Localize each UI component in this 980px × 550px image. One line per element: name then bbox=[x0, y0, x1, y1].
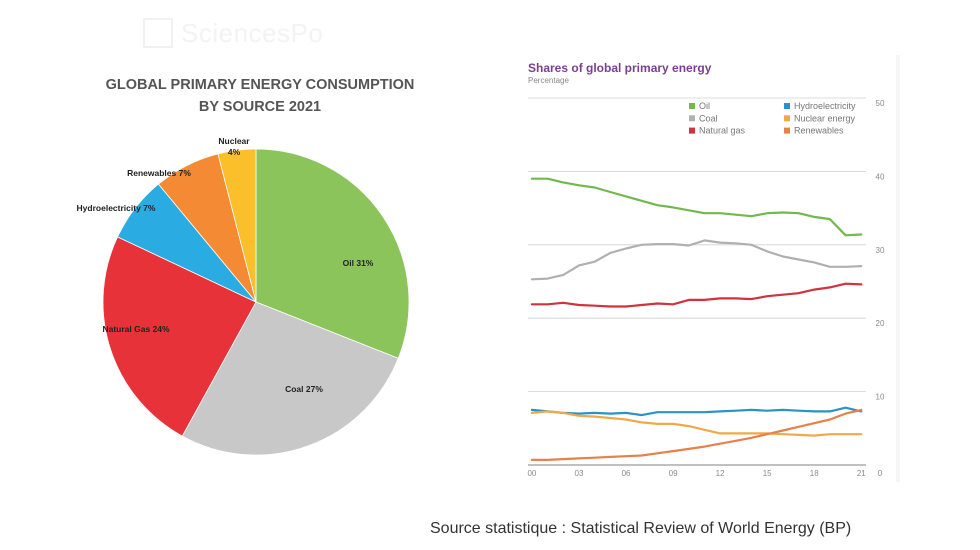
y-tick-label-50: 50 bbox=[876, 99, 885, 108]
legend-label-hydroelectricity: Hydroelectricity bbox=[794, 101, 856, 111]
legend-label-oil: Oil bbox=[699, 101, 710, 111]
series-line-coal bbox=[530, 239, 863, 281]
y-tick-label-10: 10 bbox=[876, 393, 885, 402]
pie-label-nuclear-value: 4% bbox=[228, 147, 241, 157]
logo-mark-icon bbox=[143, 18, 173, 48]
pie-label-oil: Oil 31% bbox=[343, 258, 374, 268]
pie-slice-natural-gas bbox=[102, 236, 257, 437]
pie-chart-title: GLOBAL PRIMARY ENERGY CONSUMPTION BY SOU… bbox=[105, 77, 415, 115]
x-tick-label-03: 03 bbox=[575, 469, 584, 478]
pie-slice-coal bbox=[181, 301, 399, 456]
legend-label-natural-gas: Natural gas bbox=[699, 126, 746, 136]
pie-label-renewables: Renewables 7% bbox=[127, 168, 191, 178]
x-tick-label-15: 15 bbox=[763, 469, 772, 478]
legend-label-nuclear-energy: Nuclear energy bbox=[794, 113, 856, 123]
logo-text: SciencesPo bbox=[181, 18, 324, 48]
x-tick-label-21: 21 bbox=[857, 469, 866, 478]
series-line-nuclear-energy bbox=[530, 410, 863, 437]
x-tick-label-00: 00 bbox=[527, 469, 536, 478]
y-tick-label-20: 20 bbox=[876, 319, 885, 328]
y-tick-label-0: 0 bbox=[878, 469, 883, 478]
panel-edge-strip bbox=[896, 55, 900, 482]
legend-swatch-nuclear-energy bbox=[784, 115, 790, 122]
series-line-oil bbox=[530, 177, 863, 237]
legend-label-renewables: Renewables bbox=[794, 126, 844, 136]
line-chart-title: Shares of global primary energy bbox=[528, 61, 712, 75]
x-tick-label-12: 12 bbox=[716, 469, 725, 478]
y-tick-label-30: 30 bbox=[876, 246, 885, 255]
series-line-hydroelectricity bbox=[530, 406, 863, 417]
x-tick-label-06: 06 bbox=[622, 469, 631, 478]
legend-swatch-renewables bbox=[784, 127, 790, 134]
sciencespo-logo: SciencesPo bbox=[143, 16, 323, 50]
legend-label-coal: Coal bbox=[699, 113, 718, 123]
series-line-natural-gas bbox=[530, 282, 863, 308]
source-caption: Source statistique : Statistical Review … bbox=[430, 520, 852, 537]
series-line-renewables bbox=[530, 408, 863, 461]
pie-slice-nuclear bbox=[217, 148, 257, 303]
legend-swatch-hydroelectricity bbox=[784, 103, 790, 109]
line-chart-subtitle: Percentage bbox=[528, 76, 569, 85]
pie-slice-oil bbox=[255, 148, 410, 359]
pie-label-hydroelectricity: Hydroelectricity 7% bbox=[77, 203, 156, 213]
x-tick-label-18: 18 bbox=[810, 469, 819, 478]
x-tick-label-09: 09 bbox=[669, 469, 678, 478]
pie-label-coal: Coal 27% bbox=[285, 384, 323, 394]
y-tick-label-40: 40 bbox=[876, 172, 885, 181]
legend-swatch-natural-gas bbox=[689, 127, 695, 134]
legend-swatch-oil bbox=[689, 103, 695, 109]
legend-swatch-coal bbox=[689, 115, 695, 122]
pie-label-natural-gas: Natural Gas 24% bbox=[102, 324, 170, 334]
pie-label-nuclear-name: Nuclear bbox=[218, 136, 250, 146]
